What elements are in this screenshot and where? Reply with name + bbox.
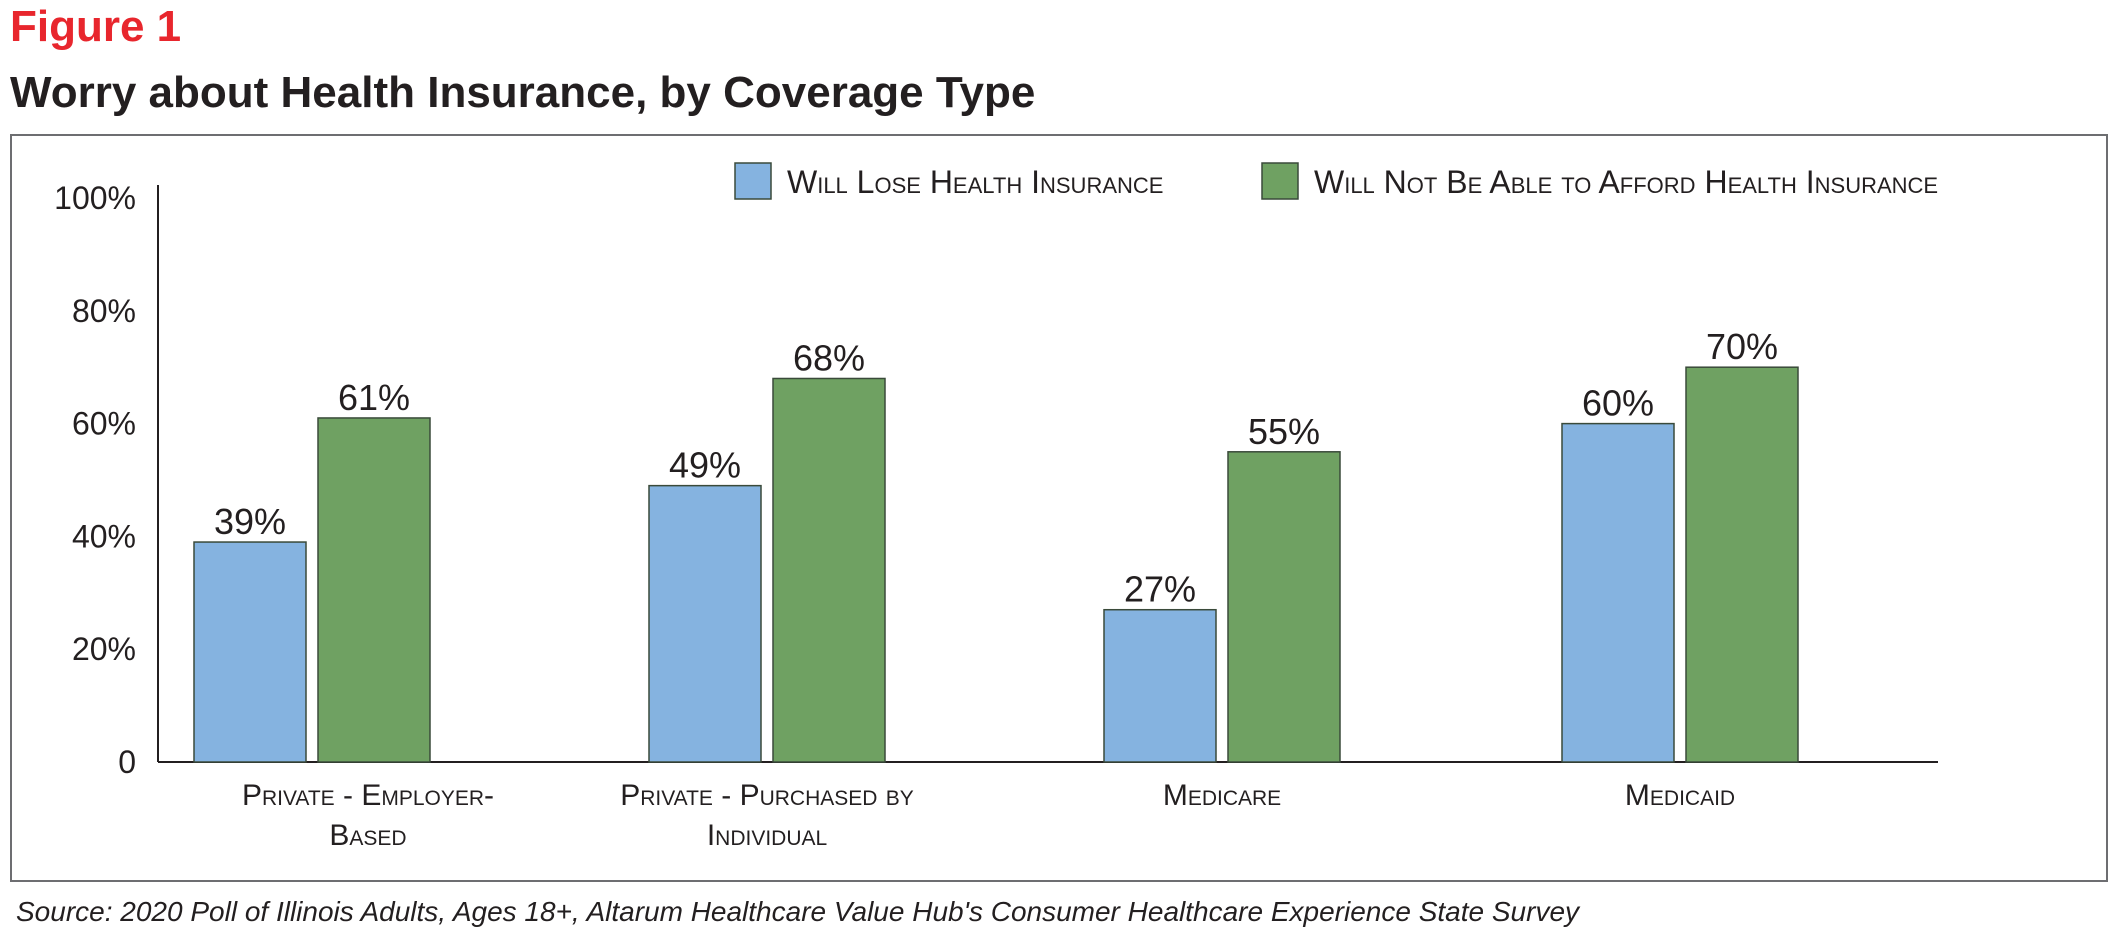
data-label: 27% xyxy=(1124,569,1196,610)
data-label: 70% xyxy=(1706,326,1778,367)
x-category-label: Private - Employer- xyxy=(242,779,494,812)
x-category-label: Private - Purchased by xyxy=(620,779,914,812)
y-tick-label: 0 xyxy=(118,744,136,780)
legend-label: Will Lose Health Insurance xyxy=(787,164,1163,200)
data-label: 60% xyxy=(1582,383,1654,424)
bar-2-1 xyxy=(1227,451,1341,763)
legend-label: Will Not Be Able to Afford Health Insura… xyxy=(1314,164,1938,200)
bar-2-0 xyxy=(1103,608,1217,763)
bar-1-0 xyxy=(648,484,762,763)
chart-title: Worry about Health Insurance, by Coverag… xyxy=(10,68,1036,117)
chart-frame xyxy=(10,134,2108,882)
figure-label: Figure 1 xyxy=(10,2,182,51)
x-category-label: Medicaid xyxy=(1625,779,1735,812)
bar-1-1 xyxy=(772,377,886,763)
y-tick-label: 60% xyxy=(72,406,136,442)
y-tick-label: 20% xyxy=(72,631,136,667)
x-category-label: Individual xyxy=(707,819,827,852)
data-label: 39% xyxy=(214,501,286,542)
bar-3-0 xyxy=(1561,422,1675,763)
y-tick-label: 40% xyxy=(72,518,136,554)
legend-swatch xyxy=(734,162,772,200)
data-label: 68% xyxy=(793,337,865,378)
x-category-label: Medicare xyxy=(1163,779,1281,812)
source-note: Source: 2020 Poll of Illinois Adults, Ag… xyxy=(16,896,1580,927)
y-tick-label: 80% xyxy=(72,293,136,329)
y-tick-label: 100% xyxy=(54,180,136,216)
x-category-label: Based xyxy=(329,819,406,852)
data-label: 61% xyxy=(338,377,410,418)
data-label: 55% xyxy=(1248,411,1320,452)
data-label: 49% xyxy=(669,445,741,486)
bar-0-0 xyxy=(193,541,307,763)
bar-3-1 xyxy=(1685,366,1799,763)
bar-0-1 xyxy=(317,417,431,763)
legend-swatch xyxy=(1261,162,1299,200)
